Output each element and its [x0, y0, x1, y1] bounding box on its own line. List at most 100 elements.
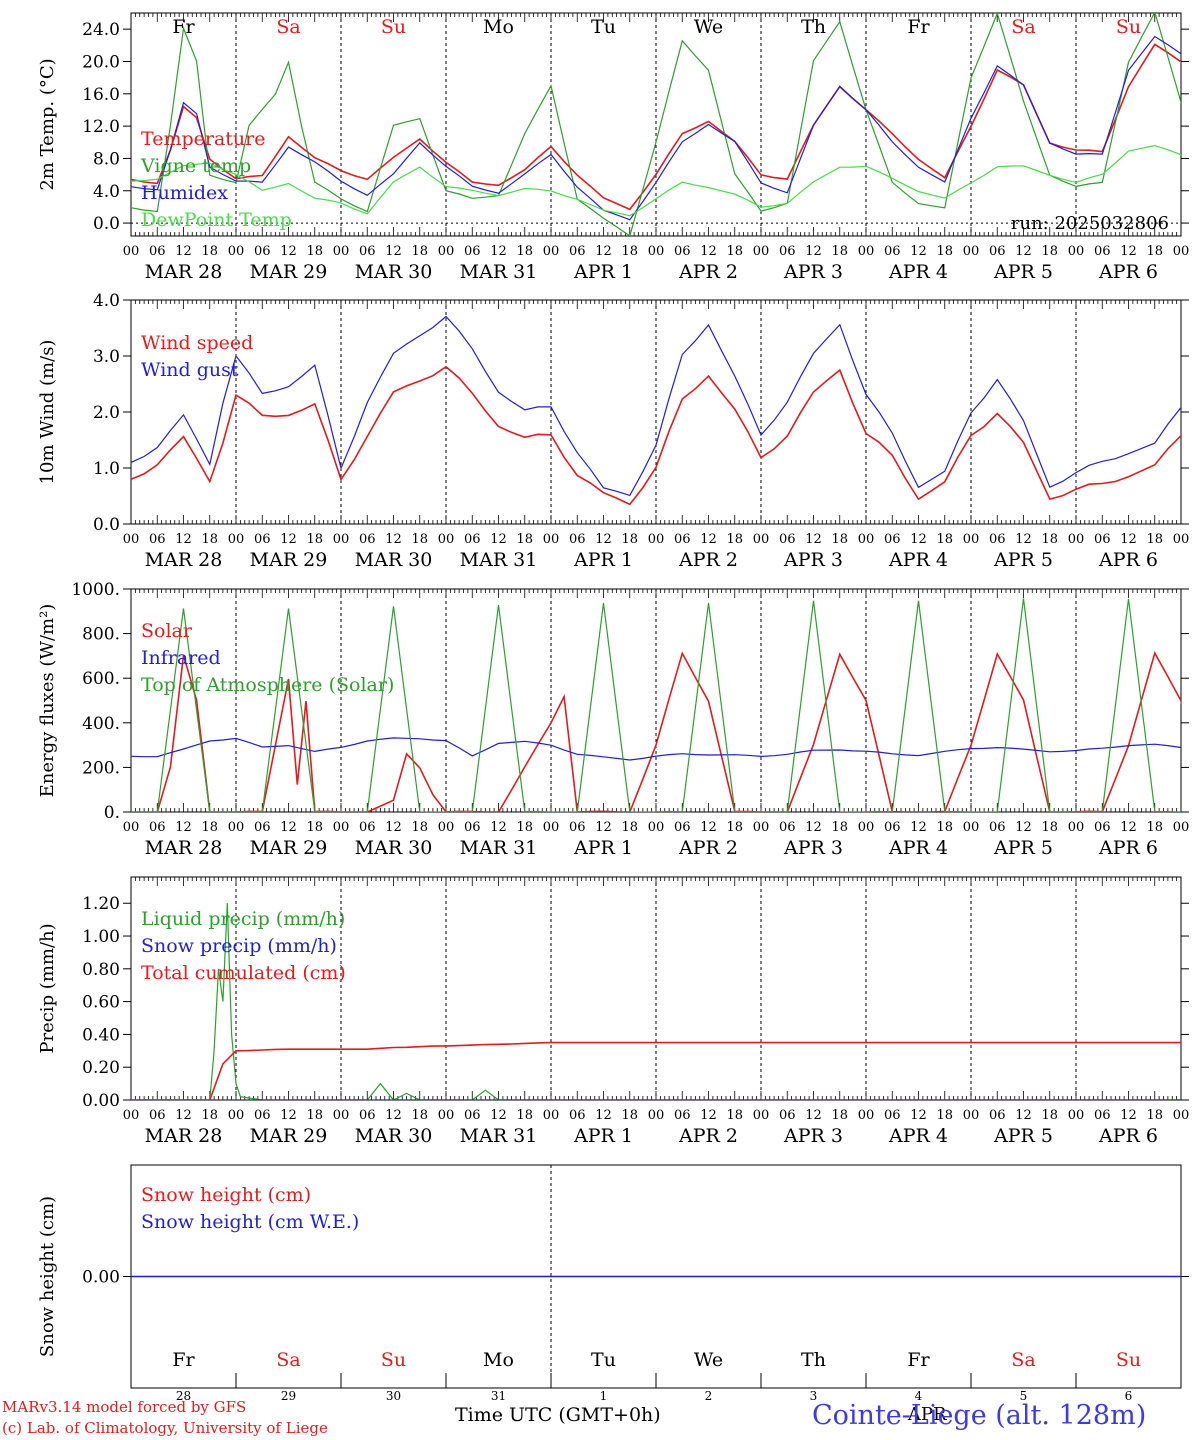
- legend-entry: Snow height (cm): [141, 1184, 311, 1206]
- date-label: APR 2: [678, 1125, 738, 1147]
- day-number: 30: [386, 1389, 401, 1403]
- series-line-dewpoint-temp: [131, 144, 1181, 217]
- hour-tick-label: 00: [753, 1108, 770, 1123]
- date-label: APR 1: [573, 549, 633, 571]
- y-axis-label: Snow height (cm): [37, 1196, 58, 1357]
- hour-tick-label: 18: [516, 820, 533, 835]
- hour-tick-label: 06: [464, 820, 481, 835]
- hour-tick-label: 12: [385, 532, 402, 547]
- weekday-label: We: [694, 1349, 723, 1371]
- weekday-label: Mo: [483, 1349, 514, 1371]
- hour-tick-label: 18: [726, 820, 743, 835]
- hour-tick-label: 18: [831, 532, 848, 547]
- day-number: 6: [1125, 1389, 1133, 1403]
- hour-tick-label: 18: [516, 532, 533, 547]
- date-label: MAR 28: [145, 837, 223, 859]
- hour-tick-label: 00: [333, 820, 350, 835]
- y-tick-label: 0.80: [82, 960, 120, 980]
- series-line-wind-gust: [131, 315, 1181, 497]
- hour-tick-label: 00: [543, 244, 560, 259]
- hour-tick-label: 00: [438, 532, 455, 547]
- hour-tick-label: 12: [280, 820, 297, 835]
- weekday-label: Fr: [172, 1349, 195, 1371]
- hour-tick-label: 00: [438, 1108, 455, 1123]
- hour-tick-label: 12: [385, 1108, 402, 1123]
- hour-tick-label: 00: [963, 532, 980, 547]
- hour-tick-label: 12: [910, 532, 927, 547]
- y-tick-label: 0.60: [82, 993, 120, 1013]
- date-label: MAR 29: [250, 837, 328, 859]
- hour-tick-label: 18: [201, 820, 218, 835]
- hour-tick-label: 18: [306, 820, 323, 835]
- legend-entry: DewPoint Temp: [141, 209, 292, 231]
- weekday-label: Sa: [276, 16, 300, 38]
- series-line-solar: [131, 651, 1181, 812]
- hour-tick-label: 06: [149, 1108, 166, 1123]
- hour-tick-label: 00: [543, 532, 560, 547]
- hour-tick-label: 18: [726, 1108, 743, 1123]
- date-label: APR 5: [993, 261, 1053, 283]
- hour-tick-label: 00: [963, 1108, 980, 1123]
- station-label: Cointe-Liege (alt. 128m): [812, 1400, 1147, 1431]
- hour-tick-label: 12: [700, 1108, 717, 1123]
- date-label: MAR 28: [145, 549, 223, 571]
- plot-frame: [130, 12, 1182, 237]
- hour-tick-label: 06: [149, 532, 166, 547]
- hour-tick-label: 00: [228, 532, 245, 547]
- date-label: MAR 30: [355, 549, 433, 571]
- hour-tick-label: 00: [123, 244, 140, 259]
- hour-tick-label: 18: [831, 1108, 848, 1123]
- date-label: APR 4: [888, 837, 948, 859]
- hour-tick-label: 18: [621, 244, 638, 259]
- hour-tick-label: 06: [254, 1108, 271, 1123]
- hour-tick-label: 06: [359, 1108, 376, 1123]
- hour-tick-label: 06: [989, 820, 1006, 835]
- hour-tick-label: 00: [963, 244, 980, 259]
- y-tick-label: 2.0: [93, 403, 120, 423]
- panel-temp: 0.0 4.0 8.0 12.0 16.0 20.0 24.0 2m Temp. (°C) 00…: [37, 12, 1189, 283]
- hour-tick-label: 18: [1041, 1108, 1058, 1123]
- date-label: APR 2: [678, 549, 738, 571]
- date-label: APR 5: [993, 549, 1053, 571]
- hour-tick-label: 00: [648, 532, 665, 547]
- hour-tick-label: 18: [306, 244, 323, 259]
- panel-snow: 0.00 Snow height (cm) Fr Sa Su Mo Tu We Th Fr Sa Su…: [37, 1164, 1189, 1425]
- date-label: MAR 31: [460, 1125, 538, 1147]
- weekday-label: Mo: [483, 16, 514, 38]
- legend-entry: Wind speed: [141, 332, 253, 354]
- date-label: APR 6: [1098, 261, 1158, 283]
- credit-model: MARv3.14 model forced by GFS: [2, 1398, 247, 1416]
- hour-tick-label: 18: [1146, 532, 1163, 547]
- date-label: APR 4: [888, 261, 948, 283]
- hour-tick-label: 18: [936, 532, 953, 547]
- weekday-label: Su: [1116, 1349, 1141, 1371]
- y-tick-label: 20.0: [82, 52, 120, 72]
- hour-tick-label: 06: [359, 820, 376, 835]
- legend-entry: Solar: [141, 620, 193, 642]
- date-label: APR 3: [783, 1125, 843, 1147]
- day-number: 4: [915, 1389, 923, 1403]
- hour-tick-label: 06: [569, 1108, 586, 1123]
- weekday-label: Su: [381, 1349, 406, 1371]
- hour-tick-label: 00: [333, 1108, 350, 1123]
- hour-tick-label: 00: [858, 1108, 875, 1123]
- hour-tick-label: 18: [411, 532, 428, 547]
- hour-tick-label: 12: [910, 820, 927, 835]
- hour-tick-label: 06: [884, 820, 901, 835]
- hour-tick-label: 18: [936, 820, 953, 835]
- hour-tick-label: 12: [1015, 532, 1032, 547]
- hour-tick-label: 12: [1120, 820, 1137, 835]
- hour-tick-label: 00: [228, 244, 245, 259]
- day-number: 31: [491, 1389, 506, 1403]
- hour-tick-label: 12: [175, 1108, 192, 1123]
- hour-tick-label: 12: [910, 244, 927, 259]
- hour-tick-label: 06: [779, 820, 796, 835]
- hour-tick-label: 12: [1015, 1108, 1032, 1123]
- date-label: MAR 29: [250, 1125, 328, 1147]
- series-line-total-cumulated-cm-: [131, 1041, 1181, 1100]
- hour-tick-label: 06: [569, 532, 586, 547]
- date-label: MAR 29: [250, 549, 328, 571]
- hour-tick-label: 00: [228, 820, 245, 835]
- date-label: APR 1: [573, 837, 633, 859]
- y-tick-label: 3.0: [93, 347, 120, 367]
